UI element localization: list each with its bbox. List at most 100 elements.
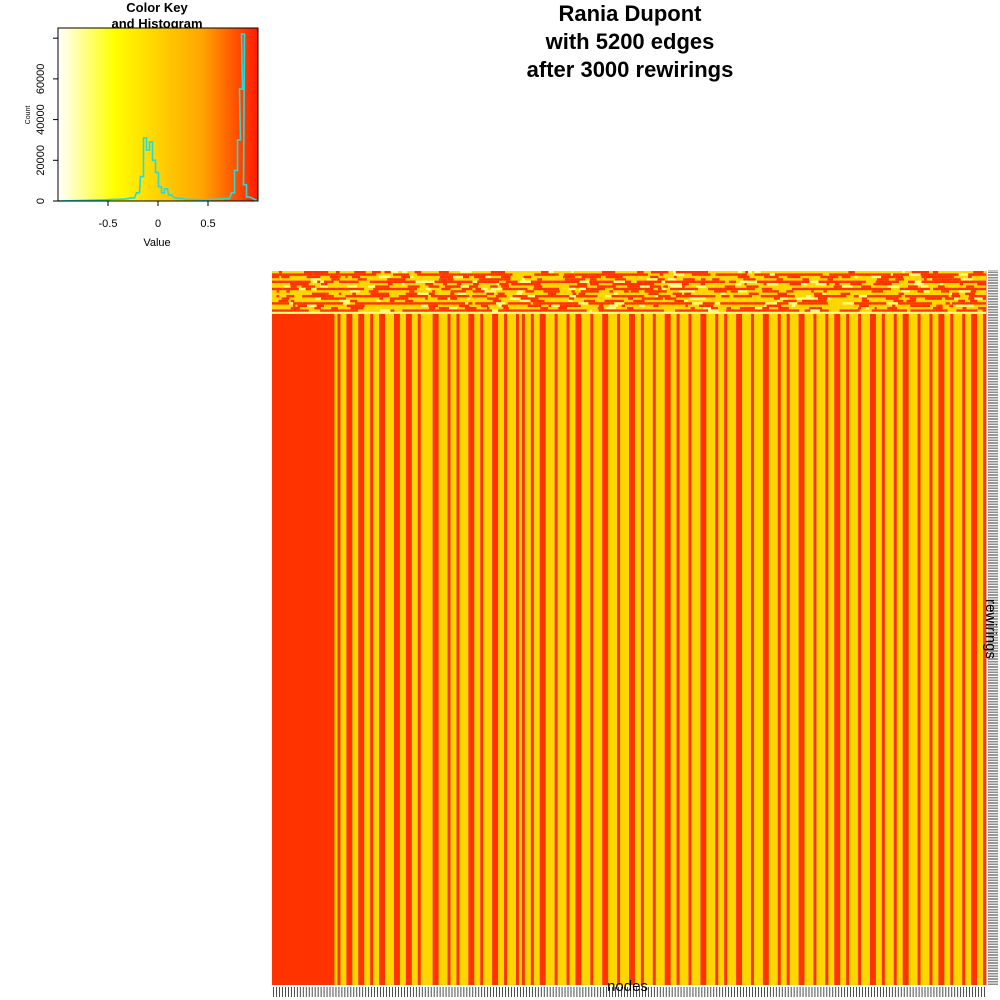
band-cell: [305, 295, 316, 298]
band-cell: [748, 302, 751, 305]
band-cell: [298, 273, 304, 276]
band-cell: [632, 287, 643, 291]
heatmap-column: [843, 271, 847, 985]
heatmap-column: [816, 271, 820, 985]
band-cell: [290, 283, 300, 286]
band-cell: [405, 273, 410, 276]
heatmap-column: [679, 271, 683, 985]
band-cell: [307, 304, 317, 307]
band-cell: [599, 302, 611, 305]
band-cell: [442, 307, 450, 310]
band-cell: [539, 309, 548, 312]
band-cell: [758, 309, 770, 312]
band-cell: [744, 283, 747, 286]
band-cell: [838, 287, 848, 291]
band-cell: [438, 295, 448, 298]
band-cell: [276, 280, 289, 283]
band-cell: [660, 309, 664, 312]
histogram-line: [57, 33, 259, 202]
band-cell: [421, 273, 428, 276]
heatmap-column: [750, 271, 755, 985]
band-cell: [375, 285, 383, 288]
heatmap-column: [899, 271, 904, 985]
heatmap-column: [462, 271, 466, 985]
band-cell: [959, 302, 966, 305]
heatmap-column: [337, 271, 341, 985]
heatmap-column: [721, 271, 725, 985]
band-cell: [773, 297, 780, 300]
band-cell: [416, 295, 428, 298]
band-cell: [955, 302, 960, 305]
band-cell: [602, 280, 614, 283]
band-cell: [966, 309, 974, 312]
heatmap-column: [575, 271, 579, 985]
band-cell: [425, 287, 431, 291]
band-cell: [501, 273, 510, 276]
heatmap-column: [658, 271, 663, 985]
heatmap-column: [765, 271, 770, 985]
heatmap-column: [626, 271, 630, 985]
band-cell: [436, 309, 441, 312]
band-cell: [350, 290, 360, 293]
band-cell: [612, 271, 616, 274]
band-cell: [299, 283, 309, 286]
band-cell: [955, 304, 963, 307]
band-cell: [272, 302, 276, 305]
band-cell: [728, 280, 737, 283]
band-cell: [419, 309, 432, 312]
band-cell: [651, 309, 661, 312]
band-cell: [848, 271, 855, 274]
band-cell: [910, 304, 922, 307]
band-cell: [511, 283, 523, 286]
band-cell: [866, 307, 870, 310]
band-cell: [960, 278, 973, 281]
band-cell: [952, 292, 960, 295]
band-cell: [884, 273, 891, 276]
band-cell: [685, 287, 688, 291]
band-cell: [433, 302, 443, 305]
band-cell: [452, 273, 457, 276]
band-cell: [716, 280, 720, 283]
band-cell: [969, 302, 978, 305]
band-cell: [336, 278, 340, 281]
band-cell: [858, 307, 861, 310]
band-cell: [820, 287, 826, 291]
band-cell: [683, 299, 688, 303]
band-cell: [654, 280, 662, 283]
band-cell: [304, 271, 313, 274]
band-cell: [401, 275, 411, 279]
heatmap-column: [358, 271, 362, 985]
band-cell: [647, 283, 655, 286]
band-cell: [760, 295, 765, 298]
band-cell: [324, 283, 328, 286]
band-cell: [315, 297, 322, 300]
band-cell: [473, 273, 481, 276]
heatmap-column: [959, 271, 963, 985]
band-cell: [381, 287, 384, 291]
band-cell: [971, 287, 979, 291]
band-cell: [454, 280, 466, 283]
band-cell: [970, 290, 977, 293]
band-cell: [969, 295, 975, 298]
band-cell: [493, 278, 504, 281]
band-cell: [877, 287, 883, 291]
band-cell: [314, 307, 321, 310]
band-cell: [819, 309, 829, 312]
band-cell: [956, 309, 967, 312]
band-cell: [925, 275, 938, 279]
band-cell: [746, 278, 756, 281]
band-cell: [456, 295, 462, 298]
heatmap-column: [292, 271, 297, 985]
band-cell: [349, 273, 358, 276]
heatmap-column: [572, 271, 576, 985]
band-cell: [859, 304, 869, 307]
band-cell: [428, 285, 440, 288]
band-cell: [530, 280, 535, 283]
band-cell: [871, 275, 882, 279]
band-cell: [754, 273, 758, 276]
band-cell: [691, 273, 695, 276]
band-cell: [404, 297, 409, 300]
band-cell: [831, 280, 843, 283]
band-cell: [401, 283, 405, 286]
band-cell: [664, 290, 667, 293]
